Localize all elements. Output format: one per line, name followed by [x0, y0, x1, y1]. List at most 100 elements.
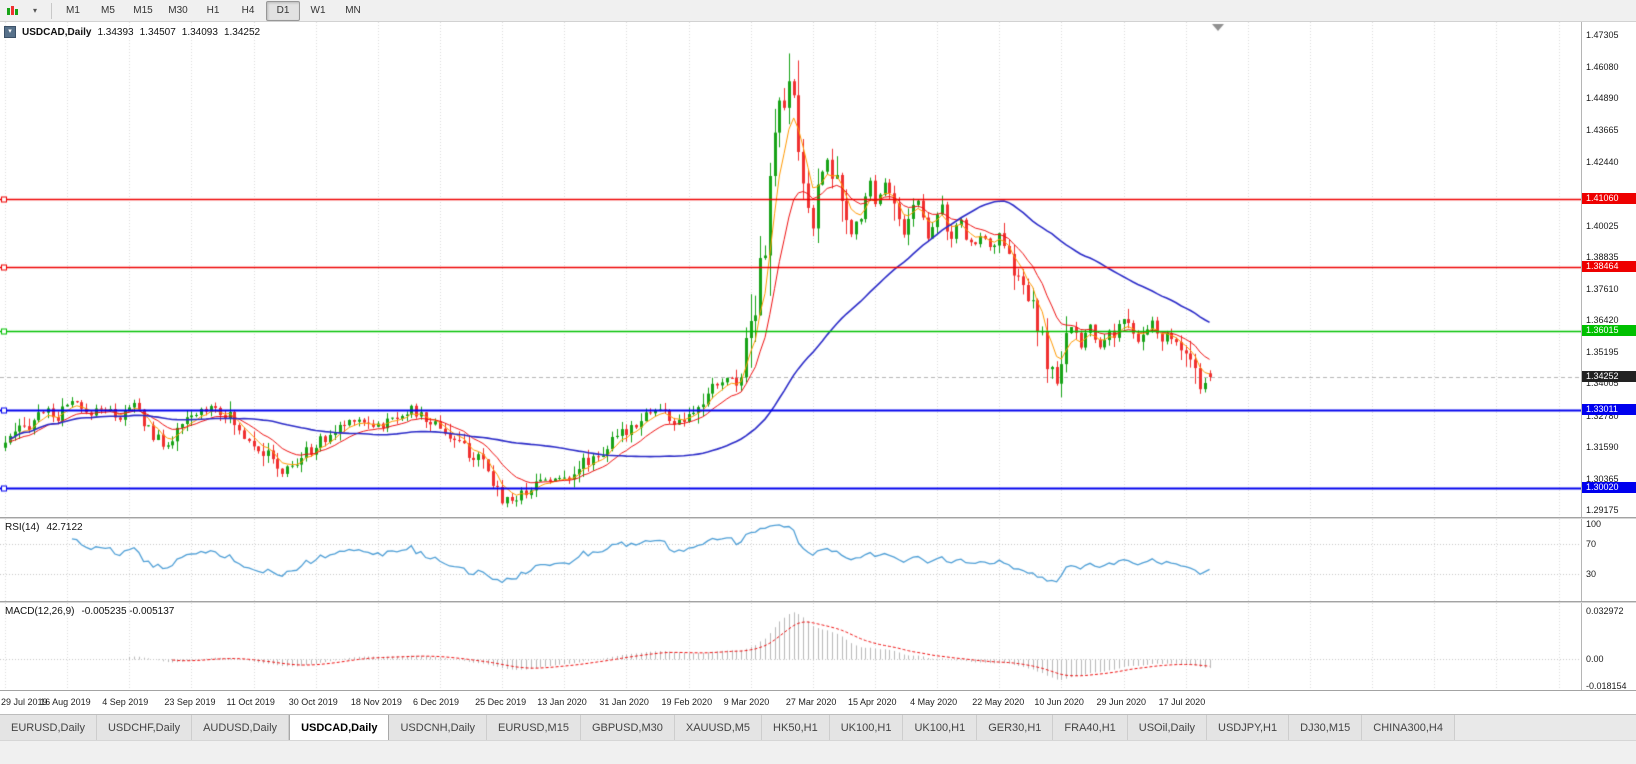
date-label: 29 Jun 2020 [1096, 697, 1147, 707]
tab-ger30-h1[interactable]: GER30,H1 [977, 715, 1054, 740]
rsi-tick: 100 [1586, 519, 1602, 529]
tab-eurusd-m15[interactable]: EURUSD,M15 [487, 715, 581, 740]
price-tick: 1.43665 [1586, 125, 1619, 136]
price-tick: 1.35195 [1586, 347, 1619, 358]
date-label: 23 Sep 2019 [164, 697, 216, 707]
tab-usoil-daily[interactable]: USOil,Daily [1127, 715, 1208, 740]
date-label: 11 Oct 2019 [226, 697, 275, 707]
price-tick: 1.40025 [1586, 220, 1619, 231]
tab-uk100-h1-2[interactable]: UK100,H1 [903, 715, 978, 740]
rsi-value: 42.7122 [46, 522, 83, 533]
macd-tick: -0.018154 [1586, 681, 1627, 691]
tab-fra40-h1[interactable]: FRA40,H1 [1053, 715, 1128, 740]
price-level-tag: 1.30020 [1582, 482, 1636, 494]
tab-usdcnh-daily[interactable]: USDCNH,Daily [389, 715, 488, 740]
macd-tick: 0.032972 [1586, 606, 1624, 616]
dropdown-arrow-icon[interactable]: ▾ [32, 6, 37, 15]
tab-eurusd-daily[interactable]: EURUSD,Daily [0, 715, 97, 740]
macd-canvas[interactable] [0, 603, 1581, 690]
date-label: 29 Jul 2019 [1, 697, 48, 707]
date-label: 13 Jan 2020 [537, 697, 587, 707]
timeframe-toolbar: ▾ M1 M5 M15 M30 H1 H4 D1 W1 MN [0, 0, 1636, 22]
timeframe-d1-button[interactable]: D1 [266, 0, 300, 21]
chart-tab-bar: EURUSD,Daily USDCHF,Daily AUDUSD,Daily U… [0, 714, 1636, 740]
chart-low-value: 1.34093 [181, 26, 218, 38]
status-bar [0, 740, 1636, 764]
chart-high-value: 1.34507 [139, 26, 176, 38]
date-label: 16 Aug 2019 [40, 697, 91, 707]
date-label: 19 Feb 2020 [661, 697, 713, 707]
price-tick: 1.30365 [1586, 473, 1619, 484]
tab-usdjpy-h1[interactable]: USDJPY,H1 [1207, 715, 1290, 740]
rsi-canvas[interactable] [0, 519, 1581, 601]
macd-panel: MACD(12,26,9) -0.005235 -0.005137 0.0329… [0, 603, 1636, 691]
chart-symbol-label: USDCAD,Daily [22, 26, 92, 38]
price-tick: 1.47305 [1586, 29, 1619, 40]
panel-splitter-macd[interactable] [0, 601, 1636, 603]
date-label: 6 Dec 2019 [412, 697, 460, 707]
collapse-chart-icon[interactable]: ▾ [4, 26, 16, 38]
macd-values: -0.005235 -0.005137 [81, 606, 175, 617]
price-tick: 1.29175 [1586, 505, 1619, 515]
timeframe-m15-button[interactable]: M15 [133, 5, 153, 16]
date-label: 18 Nov 2019 [350, 697, 402, 707]
date-label: 10 Jun 2020 [1034, 697, 1084, 707]
panel-splitter-rsi[interactable] [0, 517, 1636, 519]
timeframe-w1-button[interactable]: W1 [310, 5, 326, 16]
tab-hk50-h1[interactable]: HK50,H1 [762, 715, 830, 740]
date-label: 17 Jul 2020 [1158, 697, 1206, 707]
current-price-tag: 1.34252 [1582, 371, 1636, 383]
timeframe-m5-button[interactable]: M5 [101, 5, 115, 16]
rsi-tick: 70 [1586, 539, 1597, 550]
price-level-tag: 1.33011 [1582, 404, 1636, 415]
macd-label: MACD(12,26,9) -0.005235 -0.005137 [5, 606, 174, 617]
price-level-tag: 1.38464 [1582, 261, 1636, 273]
date-label: 4 May 2020 [910, 697, 958, 707]
timeframe-m1-button[interactable]: M1 [66, 5, 80, 16]
price-tick: 1.44890 [1586, 93, 1619, 104]
price-scale[interactable]: 1.47305 1.46080 1.44890 1.43665 1.42440 1.400… [1581, 22, 1636, 517]
price-tick: 1.37610 [1586, 284, 1619, 294]
time-axis[interactable]: 29 Jul 2019 16 Aug 2019 4 Sep 2019 23 Sep 2… [0, 690, 1636, 714]
tab-xauusd-m5[interactable]: XAUUSD,M5 [674, 715, 763, 740]
toolbar-separator [51, 2, 52, 19]
timeframe-h1-button[interactable]: H1 [206, 5, 220, 16]
timeframe-m30-button[interactable]: M30 [168, 5, 188, 16]
rsi-panel: RSI(14) 42.7122 100 70 30 [0, 519, 1636, 601]
date-label: 4 Sep 2019 [102, 697, 149, 707]
date-label: 15 Apr 2020 [847, 697, 897, 707]
macd-scale[interactable]: 0.032972 0.00 -0.018154 [1581, 603, 1636, 691]
price-level-tag: 1.41060 [1582, 193, 1636, 205]
timeframe-mn-button[interactable]: MN [345, 5, 361, 16]
timeframe-h4-button[interactable]: H4 [241, 5, 255, 16]
chart-symbols-icon[interactable] [3, 2, 23, 20]
price-tick: 1.31590 [1586, 441, 1619, 452]
price-tick: 1.38835 [1586, 251, 1619, 262]
price-level-tag: 1.36015 [1582, 325, 1636, 337]
chart-close-value: 1.34252 [223, 26, 261, 38]
macd-tick: 0.00 [1586, 654, 1604, 665]
rsi-name: RSI(14) [5, 522, 40, 533]
rsi-scale[interactable]: 100 70 30 [1581, 519, 1636, 601]
rsi-tick: 30 [1586, 568, 1597, 579]
tab-audusd-daily[interactable]: AUDUSD,Daily [192, 715, 290, 740]
price-tick: 1.42440 [1586, 157, 1619, 168]
price-tick: 1.34005 [1586, 378, 1619, 389]
date-label: 30 Oct 2019 [288, 697, 338, 707]
main-chart-canvas[interactable] [0, 22, 1581, 517]
tab-dj30-m15[interactable]: DJ30,M15 [1289, 715, 1363, 740]
chart-open-value: 1.34393 [97, 26, 134, 38]
tab-gbpusd-m30[interactable]: GBPUSD,M30 [580, 715, 675, 740]
date-label: 22 May 2020 [972, 697, 1025, 707]
main-chart-panel: ▾ USDCAD,Daily 1.34393 1.34507 1.34093 1… [0, 22, 1636, 517]
chart-ohlc-label: ▾ USDCAD,Daily 1.34393 1.34507 1.34093 1… [4, 26, 260, 38]
tab-uk100-h1[interactable]: UK100,H1 [829, 715, 904, 740]
date-label: 27 Mar 2020 [785, 697, 837, 707]
date-label: 9 Mar 2020 [723, 697, 770, 707]
price-tick: 1.32780 [1586, 410, 1619, 421]
rsi-label: RSI(14) 42.7122 [5, 522, 83, 533]
price-tick: 1.36420 [1586, 315, 1619, 326]
tab-usdcad-daily[interactable]: USDCAD,Daily [289, 715, 390, 740]
tab-china300-h4[interactable]: CHINA300,H4 [1362, 715, 1455, 740]
tab-usdchf-daily[interactable]: USDCHF,Daily [96, 715, 193, 740]
